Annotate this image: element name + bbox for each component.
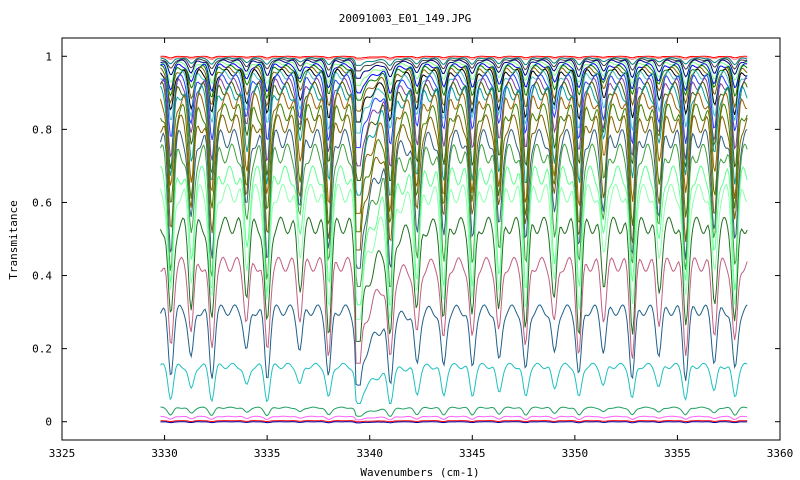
series-line-26 [160,406,748,417]
series-line-14 [160,84,748,196]
series-line-1 [160,56,748,61]
axis-group: 3325 3330 3335 3340 3345 3350 3355 3360 0 0.2 0.4 0… [32,38,793,460]
y-axis-label: Transmitance [7,200,20,279]
x-tick-label: 3335 [254,447,281,460]
series-line-3 [160,58,748,72]
x-tick-label: 3340 [356,447,383,460]
series-line-29 [160,421,748,424]
series-line-22 [159,216,748,342]
x-tick-label: 3355 [664,447,691,460]
series-line-4 [160,59,748,79]
series-line-15 [159,92,748,214]
series-line-0 [160,55,748,59]
series-line-27 [160,415,748,421]
series-line-28 [160,420,748,423]
series-line-7 [160,64,748,101]
series-line-13 [160,81,748,182]
series-line-24 [160,304,748,386]
y-tick-label: 0 [45,416,52,429]
series-line-20 [160,165,748,306]
series-line-18 [159,128,748,269]
series-line-21 [159,183,748,320]
series-line-6 [160,63,748,94]
y-tick-label: 0.8 [32,123,52,136]
x-tick-label: 3360 [767,447,794,460]
y-tick-label: 0.4 [32,270,52,283]
x-tick-label: 3350 [562,447,589,460]
y-tick-label: 0.2 [32,343,52,356]
series-line-17 [160,113,748,251]
chart-title: 20091003_E01_149.JPG [339,12,471,25]
x-tick-label: 3325 [49,447,76,460]
x-tick-label: 3345 [459,447,486,460]
series-group [159,55,748,424]
series-line-25 [160,362,748,404]
series-line-2 [160,57,748,66]
x-tick-label: 3330 [151,447,178,460]
series-line-19 [160,143,748,288]
series-line-8 [160,66,748,112]
y-tick-label: 0.6 [32,196,52,209]
series-line-23 [160,256,748,364]
y-tick-label: 1 [45,50,52,63]
x-axis-label: Wavenumbers (cm-1) [360,466,479,479]
series-line-16 [160,103,748,233]
